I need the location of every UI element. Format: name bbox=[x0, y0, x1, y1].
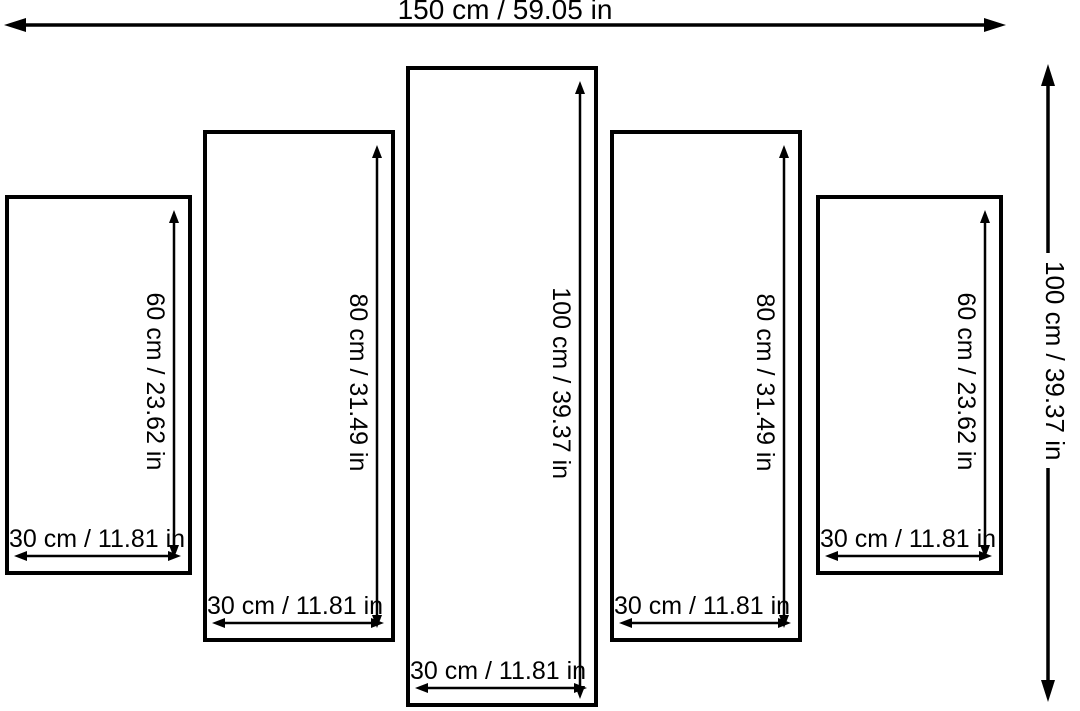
overall-width-label: 150 cm / 59.05 in bbox=[397, 0, 613, 25]
panel-5-width-label: 30 cm / 11.81 in bbox=[820, 525, 997, 553]
panel-1: 60 cm / 23.62 in 30 cm / 11.81 in bbox=[5, 195, 192, 575]
panel-2-width-arrow-icon bbox=[212, 618, 384, 628]
panel-4-width-label: 30 cm / 11.81 in bbox=[614, 592, 791, 620]
panel-5: 60 cm / 23.62 in 30 cm / 11.81 in bbox=[816, 195, 1003, 575]
overall-height-label: 100 cm / 39.37 in bbox=[1037, 253, 1071, 469]
panel-3-width-arrow-icon bbox=[415, 683, 587, 693]
panel-2: 80 cm / 31.49 in 30 cm / 11.81 in bbox=[203, 130, 395, 642]
panel-1-height-arrow-icon bbox=[169, 210, 179, 558]
panel-2-height-label: 80 cm / 31.49 in bbox=[344, 293, 372, 472]
panel-5-height-label: 60 cm / 23.62 in bbox=[952, 292, 980, 471]
overall-width-arrow-icon bbox=[4, 18, 1006, 32]
panel-3-width-label: 30 cm / 11.81 in bbox=[410, 657, 587, 685]
panel-3: 100 cm / 39.37 in 30 cm / 11.81 in bbox=[406, 66, 598, 707]
panel-5-width-arrow-icon bbox=[825, 551, 992, 561]
panel-5-height-arrow-icon bbox=[980, 210, 990, 558]
panel-4-width-arrow-icon bbox=[619, 618, 791, 628]
panel-3-height-label: 100 cm / 39.37 in bbox=[547, 286, 575, 479]
panel-1-height-label: 60 cm / 23.62 in bbox=[141, 292, 169, 471]
panel-2-width-label: 30 cm / 11.81 in bbox=[207, 592, 384, 620]
panel-4: 80 cm / 31.49 in 30 cm / 11.81 in bbox=[610, 130, 802, 642]
panel-1-width-arrow-icon bbox=[14, 551, 181, 561]
panel-1-width-label: 30 cm / 11.81 in bbox=[9, 525, 186, 553]
panel-4-height-label: 80 cm / 31.49 in bbox=[751, 293, 779, 472]
